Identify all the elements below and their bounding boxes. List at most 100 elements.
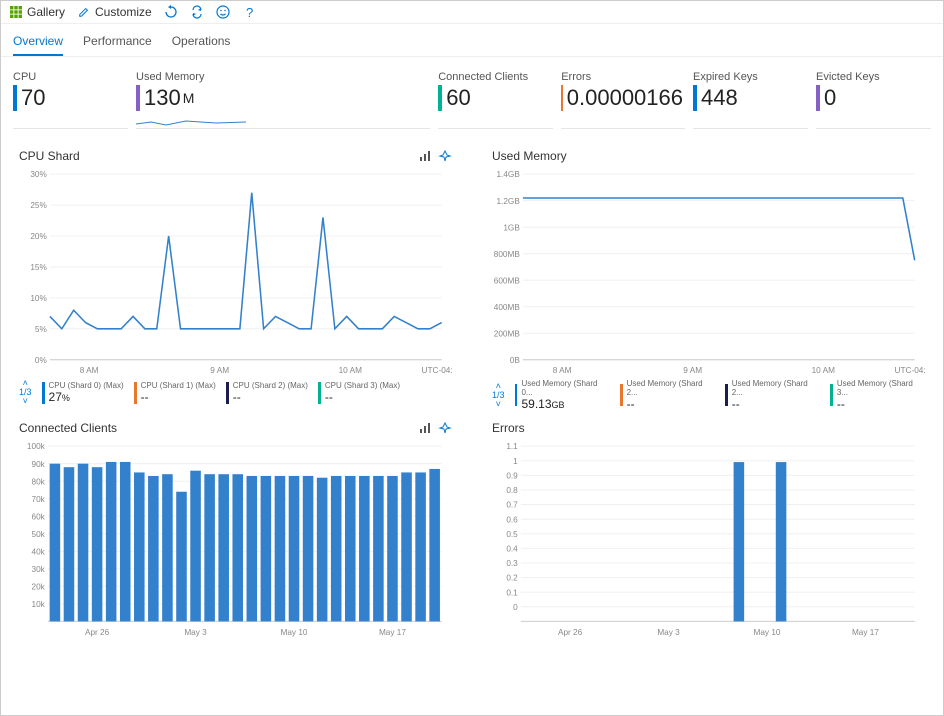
svg-text:May 17: May 17 (852, 628, 879, 637)
metric-card[interactable]: Used Memory 130 M (136, 71, 430, 129)
legend-value: 59.13GB (521, 397, 609, 411)
metric-label: CPU (13, 71, 128, 83)
legend-item[interactable]: CPU (Shard 1) (Max) -- (134, 381, 216, 404)
legend-item[interactable]: Used Memory (Shard 2... -- (725, 379, 820, 411)
tab-operations[interactable]: Operations (172, 30, 231, 56)
legend-name: Used Memory (Shard 2... (627, 379, 715, 397)
svg-text:200MB: 200MB (494, 329, 521, 338)
svg-text:0.8: 0.8 (506, 486, 518, 495)
svg-text:5%: 5% (35, 325, 48, 334)
legend-value: -- (325, 390, 400, 404)
svg-text:20k: 20k (31, 583, 45, 592)
metric-label: Expired Keys (693, 71, 808, 83)
svg-text:1GB: 1GB (503, 223, 520, 232)
svg-text:50k: 50k (31, 530, 45, 539)
svg-text:9 AM: 9 AM (210, 366, 229, 375)
legend-name: CPU (Shard 2) (Max) (233, 381, 308, 390)
legend-color (42, 382, 45, 404)
legend-item[interactable]: CPU (Shard 0) (Max) 27% (42, 381, 124, 404)
svg-text:1.2GB: 1.2GB (496, 197, 520, 206)
metric-label: Evicted Keys (816, 71, 931, 83)
tab-performance[interactable]: Performance (83, 30, 152, 56)
svg-text:800MB: 800MB (494, 250, 521, 259)
legend-value: -- (627, 397, 715, 411)
metric-card[interactable]: Errors 0.00000166 (561, 71, 685, 129)
legend-color (515, 384, 518, 406)
smile-icon[interactable] (216, 5, 230, 19)
svg-text:10 AM: 10 AM (812, 366, 835, 375)
svg-text:May 10: May 10 (753, 628, 780, 637)
legend-pager[interactable]: ˄ 1/3 ˅ (492, 382, 505, 409)
legend-item[interactable]: Used Memory (Shard 3... -- (830, 379, 925, 411)
chart-analyze-icon[interactable] (418, 421, 432, 435)
svg-text:10k: 10k (31, 600, 45, 609)
svg-text:600MB: 600MB (494, 276, 521, 285)
chart-title: Used Memory (492, 149, 567, 163)
svg-text:0%: 0% (35, 356, 48, 365)
svg-text:8 AM: 8 AM (553, 366, 572, 375)
svg-text:400MB: 400MB (494, 303, 521, 312)
legend-item[interactable]: CPU (Shard 2) (Max) -- (226, 381, 308, 404)
legend-color (318, 382, 321, 404)
svg-text:1.4GB: 1.4GB (496, 170, 520, 179)
chevron-down-icon[interactable]: ˅ (23, 397, 28, 406)
pin-icon[interactable] (438, 421, 452, 435)
legend-item[interactable]: Used Memory (Shard 0... 59.13GB (515, 379, 610, 411)
svg-text:0: 0 (513, 603, 518, 612)
svg-text:80k: 80k (31, 477, 45, 486)
legend-pager[interactable]: ˄ 1/3 ˅ (19, 379, 32, 406)
svg-text:1: 1 (513, 457, 518, 466)
svg-text:10 AM: 10 AM (339, 366, 362, 375)
metric-sparkline (13, 115, 128, 129)
customize-label: Customize (95, 5, 152, 19)
metric-sparkline (438, 115, 553, 129)
legend-color (134, 382, 137, 404)
metric-accent-bar (136, 85, 140, 111)
metric-label: Errors (561, 71, 685, 83)
metric-value: 60 (446, 85, 470, 111)
svg-text:9 AM: 9 AM (683, 366, 702, 375)
chart-errors: Errors 00.10.20.30.40.50.60.70.80.911.1A… (492, 421, 925, 637)
help-icon[interactable]: ? (242, 5, 256, 19)
svg-text:May 17: May 17 (379, 628, 406, 637)
sync-icon[interactable] (190, 5, 204, 19)
legend-color (725, 384, 728, 406)
metric-value: 130 (144, 85, 181, 111)
legend-item[interactable]: Used Memory (Shard 2... -- (620, 379, 715, 411)
metric-value: 70 (21, 85, 45, 111)
metric-sparkline (136, 115, 430, 129)
chart-analyze-icon[interactable] (418, 149, 432, 163)
legend-item[interactable]: CPU (Shard 3) (Max) -- (318, 381, 400, 404)
legend-name: Used Memory (Shard 0... (521, 379, 609, 397)
metric-card[interactable]: Expired Keys 448 (693, 71, 808, 129)
chevron-down-icon[interactable]: ˅ (496, 400, 501, 409)
metric-sparkline (561, 115, 685, 129)
metric-sparkline (816, 115, 931, 129)
chart-cpu-shard: CPU Shard 0%5%10%15%20%25%30%8 AM9 AM10 … (19, 149, 452, 411)
refresh-icon[interactable] (164, 5, 178, 19)
legend-name: CPU (Shard 1) (Max) (141, 381, 216, 390)
chart-used-memory: Used Memory 0B200MB400MB600MB800MB1GB1.2… (492, 149, 925, 411)
legend-color (620, 384, 623, 406)
metric-value: 448 (701, 85, 738, 111)
legend-name: CPU (Shard 3) (Max) (325, 381, 400, 390)
svg-text:0.1: 0.1 (506, 588, 518, 597)
svg-text:UTC-04:00: UTC-04:00 (895, 366, 925, 375)
legend-name: Used Memory (Shard 2... (732, 379, 820, 397)
metric-unit: M (183, 90, 195, 106)
metric-accent-bar (693, 85, 697, 111)
metric-value: 0 (824, 85, 836, 111)
customize-button[interactable]: Customize (77, 5, 152, 19)
svg-text:100k: 100k (27, 442, 46, 451)
metric-card[interactable]: Evicted Keys 0 (816, 71, 931, 129)
pin-icon[interactable] (438, 149, 452, 163)
metric-sparkline (693, 115, 808, 129)
metric-label: Used Memory (136, 71, 430, 83)
metric-card[interactable]: CPU 70 (13, 71, 128, 129)
legend-value: -- (141, 390, 216, 404)
metric-card[interactable]: Connected Clients 60 (438, 71, 553, 129)
legend-name: Used Memory (Shard 3... (837, 379, 925, 397)
tab-overview[interactable]: Overview (13, 30, 63, 56)
gallery-button[interactable]: Gallery (9, 5, 65, 19)
svg-text:May 10: May 10 (280, 628, 307, 637)
